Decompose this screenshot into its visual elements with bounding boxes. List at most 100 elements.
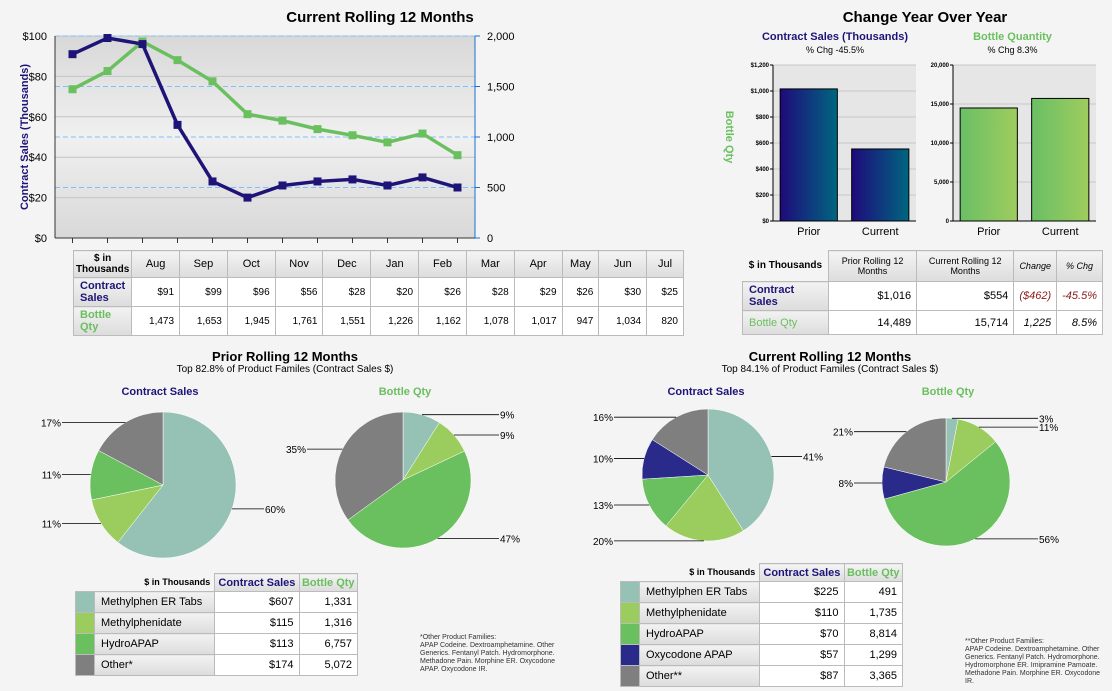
table-cell: $26	[418, 277, 467, 307]
prior-footnote: *Other Product Families: APAP Codeine. De…	[420, 634, 560, 674]
y-tick-label: $0	[762, 219, 769, 225]
slice-label: 13%	[593, 501, 613, 512]
current-footnote-text: APAP Codeine. Dextroamphetamine. Other G…	[965, 646, 1101, 685]
legend-label: Methylphenidate	[93, 612, 216, 634]
y-tick-label: $20	[29, 193, 47, 205]
prior-cs-label: Contract Sales	[121, 386, 199, 398]
x-tick-label: Prior	[797, 226, 821, 238]
pie-slice	[884, 441, 1011, 547]
data-point	[138, 40, 147, 49]
legend-swatch	[620, 602, 640, 624]
data-point	[68, 85, 77, 94]
table-cell: $30	[598, 277, 648, 307]
month-header: Sep	[179, 250, 228, 278]
prior-footnote-text: APAP Codeine. Dextroamphetamine. Other G…	[420, 642, 556, 673]
pie-slice	[347, 450, 472, 549]
table-cell: 8.5%	[1056, 310, 1103, 335]
slice-label: 9%	[500, 411, 515, 422]
data-point	[103, 67, 112, 76]
yoy-bar-charts: $0 $200 $400 $600 $800 $1,000 $1,200 Prior Curre…	[751, 63, 1096, 238]
row-label-contract-sales: Contract Sales	[72, 277, 133, 307]
table-cell: 1,225	[1013, 310, 1058, 335]
prior-title: Prior Rolling 12 Months	[212, 349, 358, 364]
yoy-title: Change Year Over Year	[842, 9, 1008, 26]
legend-cs-value: $174	[214, 654, 300, 676]
column-header: Prior Rolling 12 Months	[828, 250, 918, 282]
pie-slice	[117, 411, 237, 559]
y-tick-label: $200	[756, 193, 770, 199]
table-cell: 1,017	[513, 306, 563, 336]
legend-bq-value: 5,072	[298, 654, 359, 676]
slice-label: 56%	[1039, 535, 1059, 546]
legend-bq-value: 1,299	[843, 644, 904, 666]
legend-cs-value: $57	[759, 644, 845, 666]
legend-label: Methylphen ER Tabs	[93, 591, 216, 613]
slice-label: 10%	[593, 455, 613, 466]
data-point	[348, 131, 357, 140]
current-footnote: **Other Product Families: APAP Codeine. D…	[965, 638, 1105, 686]
month-header: Jan	[370, 250, 420, 278]
slice-label: 16%	[593, 413, 613, 424]
legend-swatch	[75, 633, 95, 655]
month-header: Mar	[465, 250, 515, 278]
yoy-bq-title: Bottle Quantity	[973, 31, 1052, 43]
table-cell: 1,653	[179, 306, 228, 336]
y2-axis-label: Bottle Qty	[723, 111, 735, 164]
legend-swatch	[620, 581, 640, 603]
y-tick-label: 10,000	[931, 141, 950, 147]
legend-bq-value: 1,316	[298, 612, 359, 634]
legend-swatch	[75, 591, 95, 613]
x-tick-label: Current	[1042, 226, 1079, 238]
slice-label: 21%	[833, 428, 853, 439]
slice-label: 47%	[500, 535, 520, 546]
table-cell: 14,489	[828, 310, 918, 335]
legend-label: HydroAPAP	[638, 623, 761, 645]
table-cell: $20	[370, 277, 420, 307]
slice-label: 17%	[41, 418, 61, 429]
bar-current	[1031, 97, 1090, 222]
y-tick-label: 5,000	[934, 180, 950, 186]
table-cell: 947	[561, 306, 600, 336]
legend-cs-value: $115	[214, 612, 300, 634]
legend-header-cs: Contract Sales	[214, 573, 300, 592]
x-tick-label: Current	[862, 226, 899, 238]
legend-label: Other*	[93, 654, 216, 676]
data-point	[278, 181, 287, 190]
slice-label: 9%	[500, 431, 515, 442]
table-cell: 1,473	[131, 306, 181, 336]
pie-slice	[883, 417, 947, 483]
legend-bq-value: 8,814	[843, 623, 904, 645]
current-cs-label: Contract Sales	[667, 386, 745, 398]
table-cell: -45.5%	[1056, 281, 1103, 311]
table-cell: 1,078	[465, 306, 515, 336]
prior-bq-label: Bottle Qty	[378, 386, 432, 398]
month-header: Feb	[418, 250, 467, 278]
y-tick-label: $400	[756, 167, 770, 173]
y-tick-label: $0	[35, 233, 47, 245]
table-cell: $28	[465, 277, 515, 307]
legend-cs-value: $87	[759, 665, 845, 687]
data-point	[418, 129, 427, 138]
y-tick-label: $1,200	[751, 63, 770, 69]
rolling-table: $ in Thousands Aug Sep Oct Nov Dec Jan Feb Mar Ap…	[72, 250, 684, 336]
slice-label: 3%	[1039, 414, 1054, 425]
y-tick-label: 20,000	[931, 63, 950, 69]
yoy-table: $ in Thousands Prior Rolling 12 Months Cur…	[741, 250, 1103, 335]
legend-bq-value: 3,365	[843, 665, 904, 687]
table-cell: 820	[646, 306, 684, 336]
data-point	[383, 181, 392, 190]
legend-swatch	[620, 623, 640, 645]
data-point	[278, 116, 287, 125]
legend-corner: $ in Thousands	[144, 577, 211, 588]
table-corner: $ in Thousands	[748, 260, 823, 272]
yoy-cs-title: Contract Sales (Thousands)	[761, 31, 909, 43]
current-bq-label: Bottle Qty	[921, 386, 975, 398]
slice-label: 20%	[593, 537, 613, 548]
column-header: Current Rolling 12 Months	[916, 250, 1015, 282]
data-point	[313, 125, 322, 134]
data-point	[68, 50, 77, 59]
legend-cs-value: $607	[214, 591, 300, 613]
current-footnote-title: **Other Product Families:	[965, 638, 1044, 645]
legend-corner: $ in Thousands	[689, 567, 756, 578]
legend-label: Oxycodone APAP	[638, 644, 761, 666]
